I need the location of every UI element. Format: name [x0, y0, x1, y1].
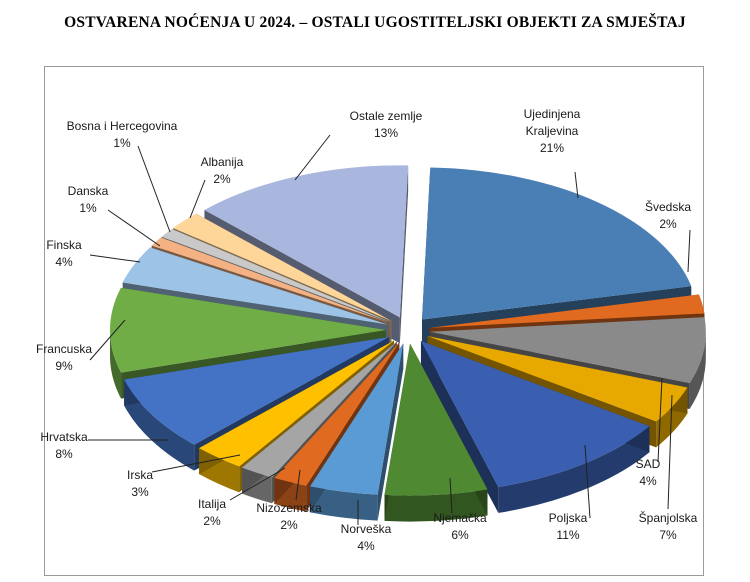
- pie-slice-hrvatska: [124, 336, 390, 445]
- slice-tops: [110, 165, 706, 496]
- pie-slice-poljska: [420, 341, 650, 487]
- slice-name-label-4: Poljska: [549, 511, 588, 525]
- slice-name-label-2: Španjolska: [639, 510, 698, 525]
- pie-slice-bosna-i-hercegovina: [161, 229, 391, 322]
- pie-slice-albanija: [173, 213, 392, 321]
- chart-title: OSTVARENA NOĆENJA U 2024. – OSTALI UGOST…: [64, 14, 686, 31]
- slice-value-label-10: 8%: [55, 447, 73, 461]
- slice-side-6: [310, 486, 378, 521]
- pie-slice-finska: [122, 247, 388, 325]
- pie-slice-italija: [242, 341, 397, 478]
- slice-name-label-10: Hrvatska: [40, 430, 88, 444]
- slice-labels: Ujedinjena Kraljevina 21% Švedska 2% Španjols…: [36, 107, 698, 553]
- slice-wall-4-1: [420, 341, 499, 513]
- slice-side-5: [384, 489, 488, 522]
- slice-name-label-0: Kraljevina: [526, 124, 579, 138]
- leader-line-0: [574, 171, 579, 199]
- leader-line-13: [107, 209, 161, 247]
- slice-side-11: [110, 330, 122, 399]
- leader-line-9: [151, 454, 241, 473]
- slice-side-10: [124, 379, 195, 471]
- slice-name-label-3: SAD: [636, 457, 661, 471]
- pie-slice--panjolska: [429, 317, 706, 383]
- slice-value-label-6: 4%: [357, 539, 375, 553]
- slice-value-label-12: 4%: [55, 255, 73, 269]
- leader-line-2: [667, 394, 673, 510]
- pie-slice-norve-ka: [310, 343, 404, 495]
- slice-value-label-0: 21%: [540, 141, 564, 155]
- leader-line-8: [229, 467, 286, 501]
- slice-value-label-8: 2%: [203, 514, 221, 528]
- pie-slice--vedska: [429, 294, 705, 328]
- slice-value-label-3: 4%: [639, 474, 657, 488]
- slice-name-label-13: Danska: [68, 184, 109, 198]
- slice-value-label-13: 1%: [79, 201, 97, 215]
- leader-line-7: [295, 469, 301, 501]
- slice-value-label-5: 6%: [451, 528, 469, 542]
- slice-name-label-9: Irska: [127, 468, 153, 482]
- pie-slice-danska: [151, 237, 390, 323]
- slice-value-label-1: 2%: [659, 217, 677, 231]
- slice-value-label-2: 7%: [659, 528, 677, 542]
- leader-line-14: [137, 145, 171, 233]
- slice-value-label-14: 1%: [113, 136, 131, 150]
- slice-name-label-12: Finska: [46, 238, 82, 252]
- slice-wall-6-0: [377, 343, 404, 521]
- pie-slice-irska: [199, 340, 395, 467]
- pie-slice-nizozemska: [274, 342, 400, 486]
- leader-line-4: [584, 444, 591, 519]
- slice-name-label-0: Ujedinjena: [524, 107, 581, 121]
- slice-name-label-8: Italija: [198, 497, 226, 511]
- leader-line-3: [657, 377, 663, 463]
- slice-name-label-15: Albanija: [201, 155, 244, 169]
- slice-name-label-6: Norveška: [341, 522, 392, 536]
- slice-name-label-1: Švedska: [645, 199, 691, 214]
- slice-value-label-15: 2%: [213, 172, 231, 186]
- slice-name-label-16: Ostale zemlje: [350, 109, 423, 123]
- slice-name-label-14: Bosna i Hercegovina: [67, 119, 178, 133]
- slice-side-2: [689, 331, 706, 409]
- slice-side-4: [498, 426, 650, 513]
- slice-value-label-11: 9%: [55, 359, 73, 373]
- slice-value-label-9: 3%: [131, 485, 149, 499]
- slice-name-label-5: Njemačka: [433, 511, 487, 525]
- leader-line-1: [687, 229, 691, 273]
- pie-slice-njema-ka: [384, 343, 488, 496]
- leader-line-15: [189, 179, 206, 219]
- leader-line-5: [449, 477, 453, 514]
- slice-wall-16-1: [399, 165, 409, 344]
- slice-value-label-4: 11%: [556, 528, 579, 542]
- leader-line-16: [294, 134, 331, 181]
- slice-name-label-11: Francuska: [36, 342, 92, 356]
- pie-slice-francuska: [110, 287, 387, 373]
- leader-line-11: [89, 319, 126, 361]
- slice-value-label-7: 2%: [280, 518, 298, 532]
- pie-slice-ujedinjena-kraljevina: [421, 167, 692, 320]
- pie-slice-sad: [427, 336, 688, 422]
- pie-slice-ostale-zemlje: [204, 165, 409, 318]
- leader-line-12: [89, 254, 141, 263]
- slice-name-label-7: Nizozemska: [256, 501, 322, 515]
- slice-value-label-16: 13%: [374, 126, 398, 140]
